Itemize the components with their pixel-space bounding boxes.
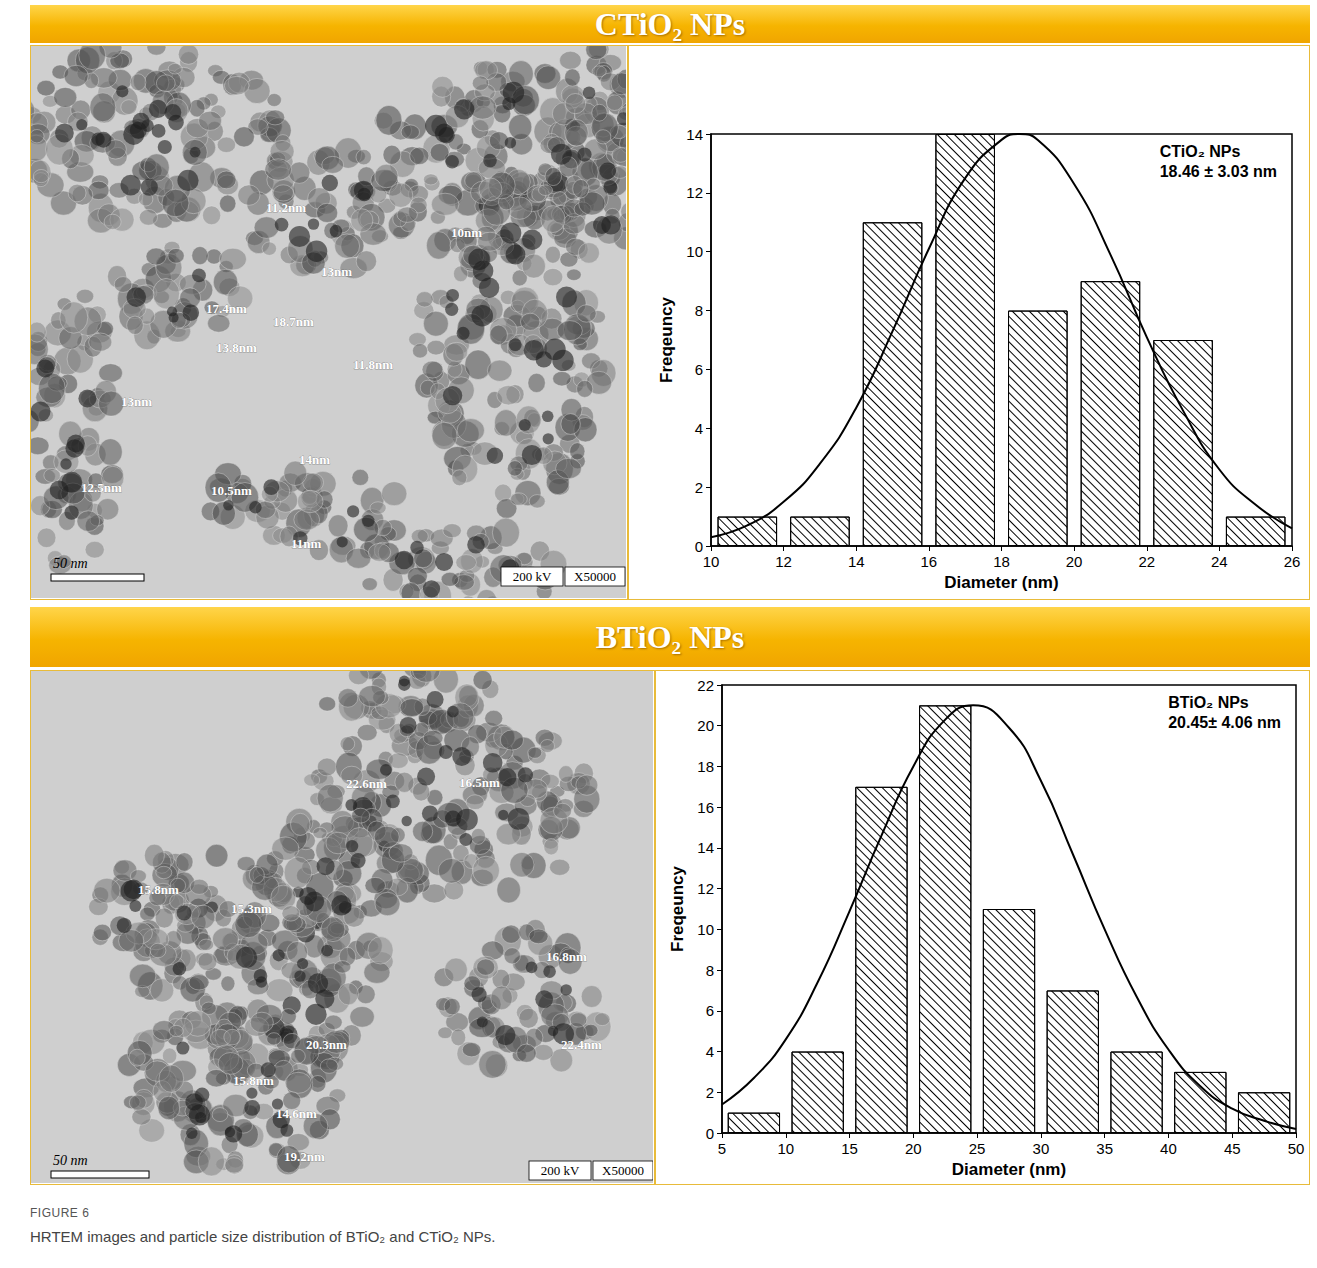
- svg-text:18: 18: [697, 758, 714, 775]
- svg-text:17.4nm: 17.4nm: [206, 301, 247, 316]
- svg-text:24: 24: [1211, 553, 1228, 570]
- svg-text:25: 25: [969, 1140, 986, 1157]
- svg-text:20.3nm: 20.3nm: [306, 1037, 347, 1052]
- svg-text:4: 4: [695, 420, 703, 437]
- svg-text:10.5nm: 10.5nm: [211, 483, 252, 498]
- svg-text:50 nm: 50 nm: [53, 556, 88, 571]
- svg-text:20: 20: [905, 1140, 922, 1157]
- svg-text:2: 2: [695, 479, 703, 496]
- svg-text:15.3nm: 15.3nm: [231, 901, 272, 916]
- svg-text:11.2nm: 11.2nm: [266, 200, 306, 215]
- svg-text:2: 2: [706, 1084, 714, 1101]
- svg-text:19.2nm: 19.2nm: [284, 1149, 325, 1164]
- svg-text:200 kV: 200 kV: [541, 1163, 580, 1178]
- html-text:CTiO₂ NPs: CTiO₂ NPs: [594, 5, 746, 42]
- svg-text:Freqeuncy: Freqeuncy: [657, 296, 676, 383]
- svg-text:14: 14: [848, 553, 865, 570]
- svg-text:Diameter (nm): Diameter (nm): [952, 1160, 1066, 1179]
- svg-text:16.8nm: 16.8nm: [546, 949, 587, 964]
- svg-text:22.6nm: 22.6nm: [346, 776, 387, 791]
- svg-text:12: 12: [697, 880, 714, 897]
- svg-text:20.45± 4.06 nm: 20.45± 4.06 nm: [1168, 714, 1281, 731]
- svg-text:Freqeuncy: Freqeuncy: [668, 865, 687, 952]
- svg-text:10: 10: [686, 243, 703, 260]
- svg-text:15.8nm: 15.8nm: [138, 882, 179, 897]
- svg-text:8: 8: [695, 302, 703, 319]
- svg-text:22: 22: [697, 677, 714, 694]
- svg-text:22: 22: [1138, 553, 1155, 570]
- svg-text:13nm: 13nm: [321, 264, 352, 279]
- svg-text:11nm: 11nm: [291, 536, 322, 551]
- html-text:BTiO₂ NPs: BTiO₂ NPs: [595, 618, 745, 655]
- svg-text:15: 15: [841, 1140, 858, 1157]
- svg-text:11.8nm: 11.8nm: [353, 357, 393, 372]
- svg-text:20: 20: [697, 717, 714, 734]
- svg-text:15.8nm: 15.8nm: [233, 1073, 274, 1088]
- svg-text:BTiO₂ NPs: BTiO₂ NPs: [1168, 694, 1249, 711]
- svg-text:10nm: 10nm: [451, 225, 482, 240]
- svg-text:18.46 ± 3.03 nm: 18.46 ± 3.03 nm: [1160, 163, 1277, 180]
- svg-text:50 nm: 50 nm: [53, 1153, 88, 1168]
- svg-text:6: 6: [706, 1002, 714, 1019]
- svg-text:16: 16: [697, 799, 714, 816]
- svg-text:200 kV: 200 kV: [513, 569, 552, 584]
- svg-text:20: 20: [1066, 553, 1083, 570]
- svg-text:14nm: 14nm: [299, 452, 330, 467]
- svg-text:30: 30: [1033, 1140, 1050, 1157]
- svg-text:12.5nm: 12.5nm: [81, 480, 122, 495]
- svg-text:8: 8: [706, 962, 714, 979]
- svg-text:45: 45: [1224, 1140, 1241, 1157]
- svg-text:18.7nm: 18.7nm: [273, 314, 314, 329]
- svg-text:22.4nm: 22.4nm: [561, 1037, 602, 1052]
- svg-text:16.5nm: 16.5nm: [459, 775, 500, 790]
- svg-text:35: 35: [1096, 1140, 1113, 1157]
- svg-text:10: 10: [697, 921, 714, 938]
- svg-text:0: 0: [706, 1125, 714, 1142]
- html-text:HRTEM images and particle size: HRTEM images and particle size distribut…: [30, 1228, 496, 1245]
- svg-text:40: 40: [1160, 1140, 1177, 1157]
- svg-text:10: 10: [703, 553, 720, 570]
- svg-text:Diameter (nm): Diameter (nm): [944, 573, 1058, 592]
- svg-text:26: 26: [1284, 553, 1301, 570]
- svg-text:4: 4: [706, 1043, 714, 1060]
- html-text:FIGURE 6: FIGURE 6: [30, 1206, 90, 1220]
- svg-text:50: 50: [1288, 1140, 1305, 1157]
- svg-text:13.8nm: 13.8nm: [216, 340, 257, 355]
- svg-text:16: 16: [921, 553, 938, 570]
- svg-text:6: 6: [695, 361, 703, 378]
- svg-text:12: 12: [686, 184, 703, 201]
- svg-text:5: 5: [718, 1140, 726, 1157]
- svg-text:14: 14: [686, 126, 703, 143]
- svg-text:X50000: X50000: [602, 1163, 644, 1178]
- svg-text:0: 0: [695, 538, 703, 555]
- svg-text:18: 18: [993, 553, 1010, 570]
- svg-text:CTiO₂ NPs: CTiO₂ NPs: [1160, 143, 1241, 160]
- svg-text:14.6nm: 14.6nm: [276, 1106, 317, 1121]
- svg-text:13nm: 13nm: [121, 394, 152, 409]
- svg-text:10: 10: [777, 1140, 794, 1157]
- svg-text:12: 12: [775, 553, 792, 570]
- svg-text:X50000: X50000: [574, 569, 616, 584]
- svg-text:14: 14: [697, 839, 714, 856]
